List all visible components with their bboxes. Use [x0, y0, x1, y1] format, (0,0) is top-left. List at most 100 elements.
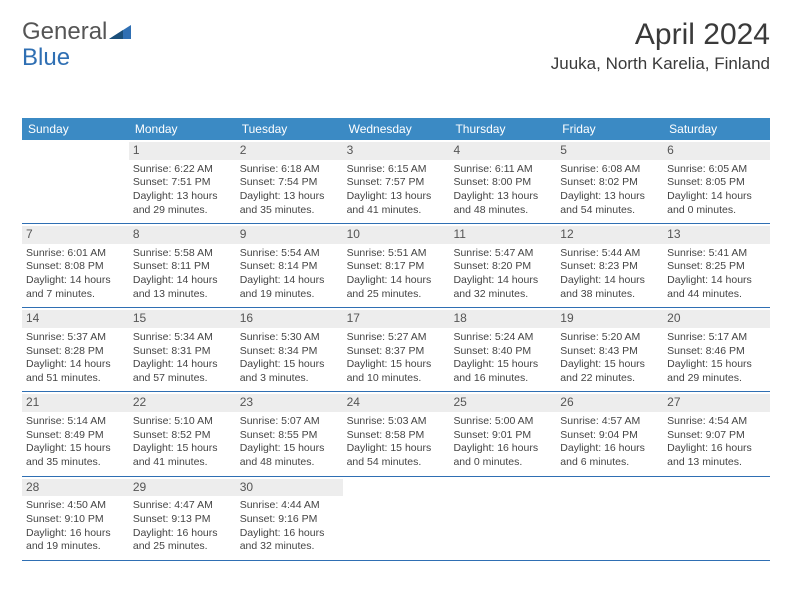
- calendar-row: 14Sunrise: 5:37 AMSunset: 8:28 PMDayligh…: [22, 308, 770, 392]
- calendar-row: 28 Sunrise: 4:50 AMSunset: 9:10 PM Dayligh…: [22, 477, 770, 561]
- sunset-line: Sunset: 8:11 PM: [133, 260, 232, 274]
- calendar-cell: 22Sunrise: 5:10 AMSunset: 8:52 PMDayligh…: [129, 392, 236, 475]
- day-number: 12: [556, 226, 663, 244]
- sunrise-line: Sunrise: 4:50 AM: [26, 499, 125, 513]
- daylight-line: Daylight: 14 hours and 19 minutes.: [240, 274, 339, 301]
- daylight-line: Daylight: 15 hours and 10 minutes.: [347, 358, 446, 385]
- sunset-line: Sunset: 9:04 PM: [560, 429, 659, 443]
- daylight-line: Daylight: 14 hours and 38 minutes.: [560, 274, 659, 301]
- day-number: 13: [663, 226, 770, 244]
- sunrise-line: Sunrise: 6:11 AM: [453, 163, 552, 177]
- sunset-line: Sunset: 8:49 PM: [26, 429, 125, 443]
- sunrise-line: Sunrise: 6:08 AM: [560, 163, 659, 177]
- day-number: 24: [343, 394, 450, 412]
- calendar-cell: 13Sunrise: 5:41 AMSunset: 8:25 PMDayligh…: [663, 224, 770, 307]
- daylight-line: Daylight: 16 hours and 13 minutes.: [667, 442, 766, 469]
- calendar-cell: 14Sunrise: 5:37 AMSunset: 8:28 PMDayligh…: [22, 308, 129, 391]
- sunrise-line: Sunrise: 5:44 AM: [560, 247, 659, 261]
- logo-triangle-icon: [109, 23, 131, 41]
- daylight-line: Daylight: 16 hours and 25 minutes.: [133, 527, 232, 554]
- daylight-line: Daylight: 15 hours and 16 minutes.: [453, 358, 552, 385]
- calendar-cell: 18Sunrise: 5:24 AMSunset: 8:40 PMDayligh…: [449, 308, 556, 391]
- sunrise-line: Sunrise: 5:37 AM: [26, 331, 125, 345]
- calendar-cell: 2Sunrise: 6:18 AMSunset: 7:54 PMDaylight…: [236, 140, 343, 223]
- sunset-line: Sunset: 8:34 PM: [240, 345, 339, 359]
- calendar-cell: 21Sunrise: 5:14 AMSunset: 8:49 PMDayligh…: [22, 392, 129, 475]
- sunset-line: Sunset: 9:10 PM: [26, 513, 125, 527]
- weekday-header: Thursday: [449, 118, 556, 140]
- sunset-line: Sunset: 8:20 PM: [453, 260, 552, 274]
- sunset-line: Sunset: 8:17 PM: [347, 260, 446, 274]
- daylight-line: Daylight: 14 hours and 32 minutes.: [453, 274, 552, 301]
- sunset-line: Sunset: 7:54 PM: [240, 176, 339, 190]
- day-number: 7: [22, 226, 129, 244]
- daylight-line: Daylight: 14 hours and 25 minutes.: [347, 274, 446, 301]
- sunrise-line: Sunrise: 5:17 AM: [667, 331, 766, 345]
- daylight-line: Daylight: 13 hours and 48 minutes.: [453, 190, 552, 217]
- calendar-cell: 1Sunrise: 6:22 AMSunset: 7:51 PMDaylight…: [129, 140, 236, 223]
- daylight-line: Daylight: 16 hours and 32 minutes.: [240, 527, 339, 554]
- daylight-line: Daylight: 15 hours and 54 minutes.: [347, 442, 446, 469]
- sunset-line: Sunset: 7:51 PM: [133, 176, 232, 190]
- calendar-cell: .: [449, 477, 556, 560]
- sunset-line: Sunset: 9:13 PM: [133, 513, 232, 527]
- weekday-header: Wednesday: [343, 118, 450, 140]
- day-number: 20: [663, 310, 770, 328]
- calendar-header-row: SundayMondayTuesdayWednesdayThursdayFrid…: [22, 118, 770, 140]
- day-number: 17: [343, 310, 450, 328]
- sunrise-line: Sunrise: 5:00 AM: [453, 415, 552, 429]
- sunrise-line: Sunrise: 5:24 AM: [453, 331, 552, 345]
- day-number: 6: [663, 142, 770, 160]
- sunset-line: Sunset: 8:55 PM: [240, 429, 339, 443]
- day-number: 28: [22, 479, 129, 497]
- calendar-cell: 27Sunrise: 4:54 AMSunset: 9:07 PMDayligh…: [663, 392, 770, 475]
- calendar-cell: 3Sunrise: 6:15 AMSunset: 7:57 PMDaylight…: [343, 140, 450, 223]
- sunset-line: Sunset: 8:31 PM: [133, 345, 232, 359]
- daylight-line: Daylight: 14 hours and 57 minutes.: [133, 358, 232, 385]
- calendar-cell: 6Sunrise: 6:05 AMSunset: 8:05 PMDaylight…: [663, 140, 770, 223]
- sunrise-line: Sunrise: 5:51 AM: [347, 247, 446, 261]
- logo: General: [22, 18, 131, 46]
- sunrise-line: Sunrise: 5:14 AM: [26, 415, 125, 429]
- day-number: 26: [556, 394, 663, 412]
- sunrise-line: Sunrise: 5:07 AM: [240, 415, 339, 429]
- sunset-line: Sunset: 8:43 PM: [560, 345, 659, 359]
- day-number: 5: [556, 142, 663, 160]
- calendar-body: .1Sunrise: 6:22 AMSunset: 7:51 PMDayligh…: [22, 140, 770, 561]
- day-number: 30: [236, 479, 343, 497]
- calendar-cell: 11Sunrise: 5:47 AMSunset: 8:20 PMDayligh…: [449, 224, 556, 307]
- day-number: 15: [129, 310, 236, 328]
- sunrise-line: Sunrise: 6:15 AM: [347, 163, 446, 177]
- calendar-cell: 8Sunrise: 5:58 AMSunset: 8:11 PMDaylight…: [129, 224, 236, 307]
- month-title: April 2024: [551, 18, 770, 52]
- sunset-line: Sunset: 7:57 PM: [347, 176, 446, 190]
- sunrise-line: Sunrise: 6:05 AM: [667, 163, 766, 177]
- day-number: 9: [236, 226, 343, 244]
- calendar-cell: 15Sunrise: 5:34 AMSunset: 8:31 PMDayligh…: [129, 308, 236, 391]
- sunrise-line: Sunrise: 4:54 AM: [667, 415, 766, 429]
- sunrise-line: Sunrise: 4:44 AM: [240, 499, 339, 513]
- sunset-line: Sunset: 8:40 PM: [453, 345, 552, 359]
- sunset-line: Sunset: 9:01 PM: [453, 429, 552, 443]
- daylight-line: Daylight: 14 hours and 51 minutes.: [26, 358, 125, 385]
- calendar-cell: .: [556, 477, 663, 560]
- sunrise-line: Sunrise: 5:54 AM: [240, 247, 339, 261]
- calendar-cell: 30Sunrise: 4:44 AMSunset: 9:16 PMDayligh…: [236, 477, 343, 560]
- sunrise-line: Sunrise: 5:20 AM: [560, 331, 659, 345]
- daylight-line: Daylight: 15 hours and 22 minutes.: [560, 358, 659, 385]
- day-number: 4: [449, 142, 556, 160]
- day-number: 27: [663, 394, 770, 412]
- day-number: 2: [236, 142, 343, 160]
- title-block: April 2024 Juuka, North Karelia, Finland: [551, 18, 770, 74]
- calendar-cell: .: [22, 140, 129, 223]
- sunrise-line: Sunrise: 5:30 AM: [240, 331, 339, 345]
- sunset-line: Sunset: 8:23 PM: [560, 260, 659, 274]
- calendar-cell: 19Sunrise: 5:20 AMSunset: 8:43 PMDayligh…: [556, 308, 663, 391]
- sunrise-line: Sunrise: 4:47 AM: [133, 499, 232, 513]
- sunset-line: Sunset: 8:46 PM: [667, 345, 766, 359]
- sunset-line: Sunset: 8:14 PM: [240, 260, 339, 274]
- sunset-line: Sunset: 8:28 PM: [26, 345, 125, 359]
- weekday-header: Sunday: [22, 118, 129, 140]
- calendar-cell: 29Sunrise: 4:47 AMSunset: 9:13 PMDayligh…: [129, 477, 236, 560]
- daylight-line: Daylight: 14 hours and 44 minutes.: [667, 274, 766, 301]
